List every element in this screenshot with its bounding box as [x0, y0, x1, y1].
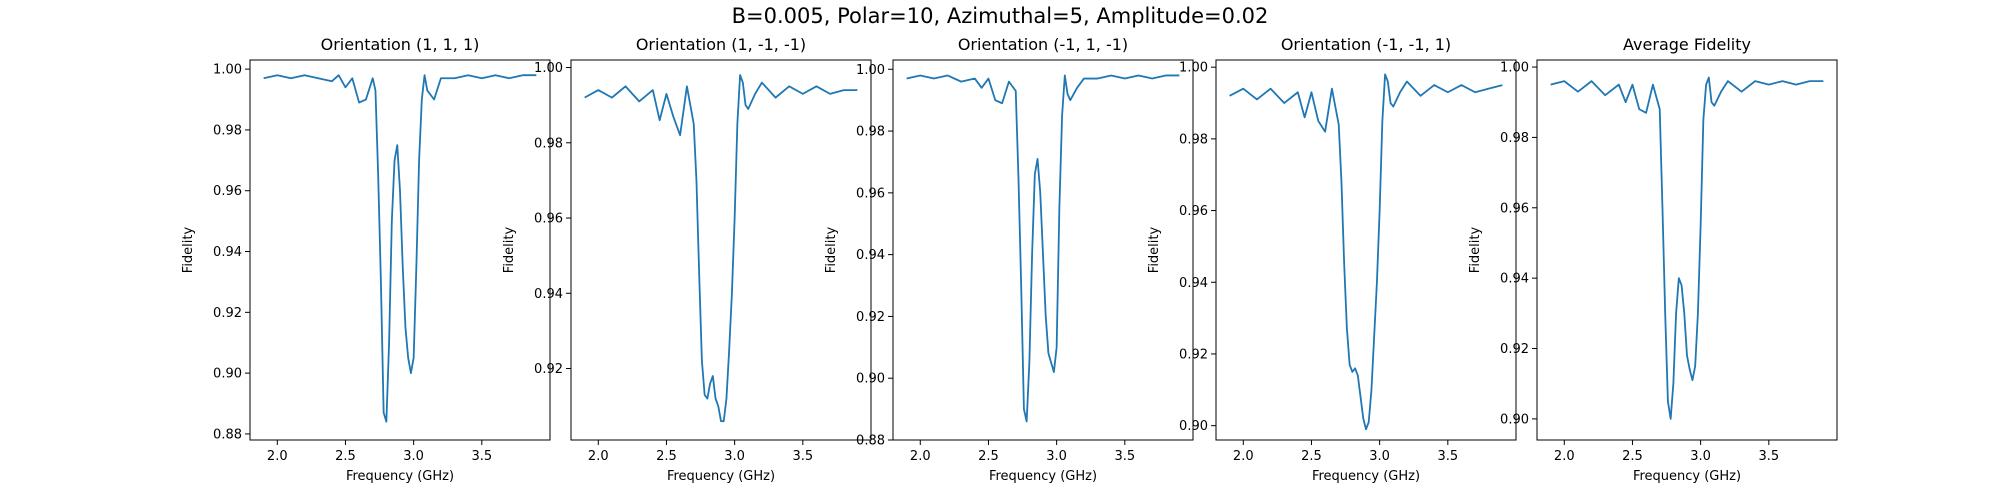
y-tick-label: 0.88 [856, 434, 885, 449]
axes-frame [1536, 59, 1838, 441]
y-tick-label: 0.88 [213, 427, 242, 442]
y-tick-label: 0.96 [856, 186, 885, 201]
x-tick-label: 3.0 [1369, 449, 1390, 464]
subplot-4: Orientation (-1, -1, 1) 2.0 2.5 3.0 3.5 0.90 0… [1147, 35, 1517, 484]
y-axis-label: Fidelity [824, 226, 839, 273]
x-tick-label: 3.5 [471, 449, 492, 464]
x-tick-label: 3.0 [1046, 449, 1067, 464]
y-tick-label: 0.94 [534, 287, 563, 302]
y-tick-label: 0.92 [1500, 342, 1529, 357]
axes-frame [570, 59, 872, 441]
fidelity-series-line [263, 74, 537, 423]
y-tick-label: 1.00 [856, 63, 885, 78]
x-axis-label: Frequency (GHz) [667, 469, 775, 484]
fidelity-series-line [1229, 73, 1503, 431]
x-tick-label: 3.5 [792, 449, 813, 464]
x-tick-label: 3.0 [403, 449, 424, 464]
fidelity-series-line [1550, 76, 1824, 420]
fidelity-series-line [906, 74, 1180, 423]
axes-frame [1215, 59, 1517, 441]
y-tick-label: 0.90 [856, 372, 885, 387]
subplot-title: Orientation (-1, 1, -1) [958, 35, 1128, 54]
y-axis-label: Fidelity [1147, 226, 1162, 273]
x-tick-label: 3.5 [1758, 449, 1779, 464]
subplot-1: Orientation (1, 1, 1) 2.0 2.5 3.0 3.5 0.88 0.9… [181, 35, 551, 484]
x-tick-label: 2.5 [978, 449, 999, 464]
x-tick-label: 2.0 [267, 449, 288, 464]
y-axis-label: Fidelity [1468, 226, 1483, 273]
y-tick-label: 0.92 [534, 362, 563, 377]
y-tick-label: 0.96 [1179, 204, 1208, 219]
subplot-2: Orientation (1, -1, -1) 2.0 2.5 3.0 3.5 0.92 0… [502, 35, 872, 484]
y-tick-label: 0.98 [1500, 131, 1529, 146]
y-tick-label: 0.94 [1500, 272, 1529, 287]
x-tick-label: 3.5 [1437, 449, 1458, 464]
y-tick-label: 0.94 [856, 248, 885, 263]
axes-frame [892, 59, 1194, 441]
y-tick-label: 1.00 [534, 61, 563, 76]
subplot-5: Average Fidelity 2.0 2.5 3.0 3.5 0.90 0.92 0.94… [1468, 35, 1838, 484]
x-tick-label: 3.0 [1690, 449, 1711, 464]
y-tick-label: 1.00 [1179, 61, 1208, 76]
y-tick-label: 0.92 [1179, 347, 1208, 362]
y-tick-label: 0.98 [534, 136, 563, 151]
y-tick-label: 1.00 [213, 63, 242, 78]
x-tick-label: 3.0 [724, 449, 745, 464]
y-tick-label: 0.96 [1500, 201, 1529, 216]
y-axis-label: Fidelity [181, 226, 196, 273]
y-axis-label: Fidelity [502, 226, 517, 273]
x-tick-label: 2.0 [1554, 449, 1575, 464]
y-tick-label: 0.96 [213, 184, 242, 199]
x-tick-label: 2.5 [656, 449, 677, 464]
axes-frame [249, 59, 551, 441]
figure-title: B=0.005, Polar=10, Azimuthal=5, Amplitud… [731, 4, 1269, 28]
x-tick-label: 2.0 [1233, 449, 1254, 464]
x-axis-label: Frequency (GHz) [989, 469, 1097, 484]
x-axis-label: Frequency (GHz) [346, 469, 454, 484]
subplot-title: Orientation (-1, -1, 1) [1281, 35, 1451, 54]
y-tick-label: 0.90 [1500, 412, 1529, 427]
subplot-title: Average Fidelity [1623, 35, 1751, 54]
y-tick-label: 1.00 [1500, 61, 1529, 76]
y-tick-label: 0.94 [213, 245, 242, 260]
y-tick-label: 0.94 [1179, 276, 1208, 291]
x-tick-label: 2.5 [1301, 449, 1322, 464]
y-tick-label: 0.98 [856, 125, 885, 140]
x-tick-label: 2.5 [335, 449, 356, 464]
y-tick-label: 0.98 [1179, 132, 1208, 147]
fidelity-series-line [584, 74, 858, 423]
subplot-3: Orientation (-1, 1, -1) 2.0 2.5 3.0 3.5 0.88 0… [824, 35, 1194, 484]
x-tick-label: 2.0 [910, 449, 931, 464]
x-axis-label: Frequency (GHz) [1633, 469, 1741, 484]
x-axis-label: Frequency (GHz) [1312, 469, 1420, 484]
x-tick-label: 3.5 [1114, 449, 1135, 464]
y-tick-label: 0.92 [856, 310, 885, 325]
y-tick-label: 0.90 [1179, 419, 1208, 434]
subplot-title: Orientation (1, -1, -1) [636, 35, 806, 54]
subplot-title: Orientation (1, 1, 1) [321, 35, 480, 54]
x-tick-label: 2.0 [588, 449, 609, 464]
y-tick-label: 0.98 [213, 123, 242, 138]
y-tick-label: 0.92 [213, 306, 242, 321]
x-tick-label: 2.5 [1622, 449, 1643, 464]
y-tick-label: 0.90 [213, 367, 242, 382]
y-tick-label: 0.96 [534, 212, 563, 227]
